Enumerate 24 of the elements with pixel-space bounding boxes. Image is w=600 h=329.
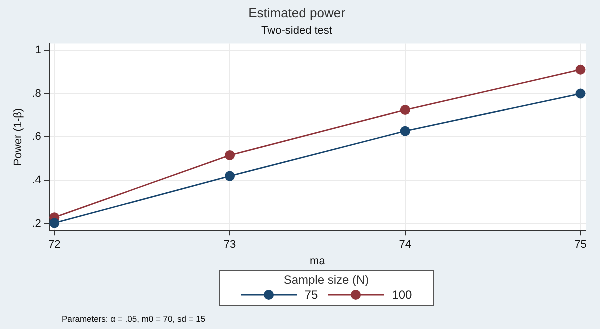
y-axis-title: Power (1-β): [12, 108, 25, 166]
x-axis-title: ma: [310, 255, 326, 268]
x-tick-label: 75: [574, 239, 587, 252]
point: [400, 105, 410, 116]
legend-label: 100: [392, 288, 412, 302]
x-tick-label: 72: [48, 239, 61, 252]
point: [400, 126, 410, 136]
chart-title: Estimated power: [248, 5, 346, 20]
point: [576, 64, 586, 75]
legend-title: Sample size (N): [282, 273, 370, 287]
point: [576, 88, 586, 99]
x-tick-label: 74: [399, 239, 412, 252]
chart-subtitle: Two-sided test: [262, 25, 332, 38]
y-tick-label: 1: [35, 44, 42, 56]
point: [225, 171, 236, 182]
legend-label: 75: [304, 288, 318, 302]
text: Parameters: α = .05, m0 = 70, sd = 15: [62, 314, 206, 324]
point: [225, 150, 236, 160]
y-tick-label: .2: [32, 218, 42, 230]
y-tick-label: .8: [32, 88, 42, 100]
x-tick-label: 73: [224, 239, 236, 252]
y-tick-label: .4: [32, 174, 42, 187]
y-tick-label: .6: [32, 131, 42, 144]
point: [50, 218, 60, 228]
